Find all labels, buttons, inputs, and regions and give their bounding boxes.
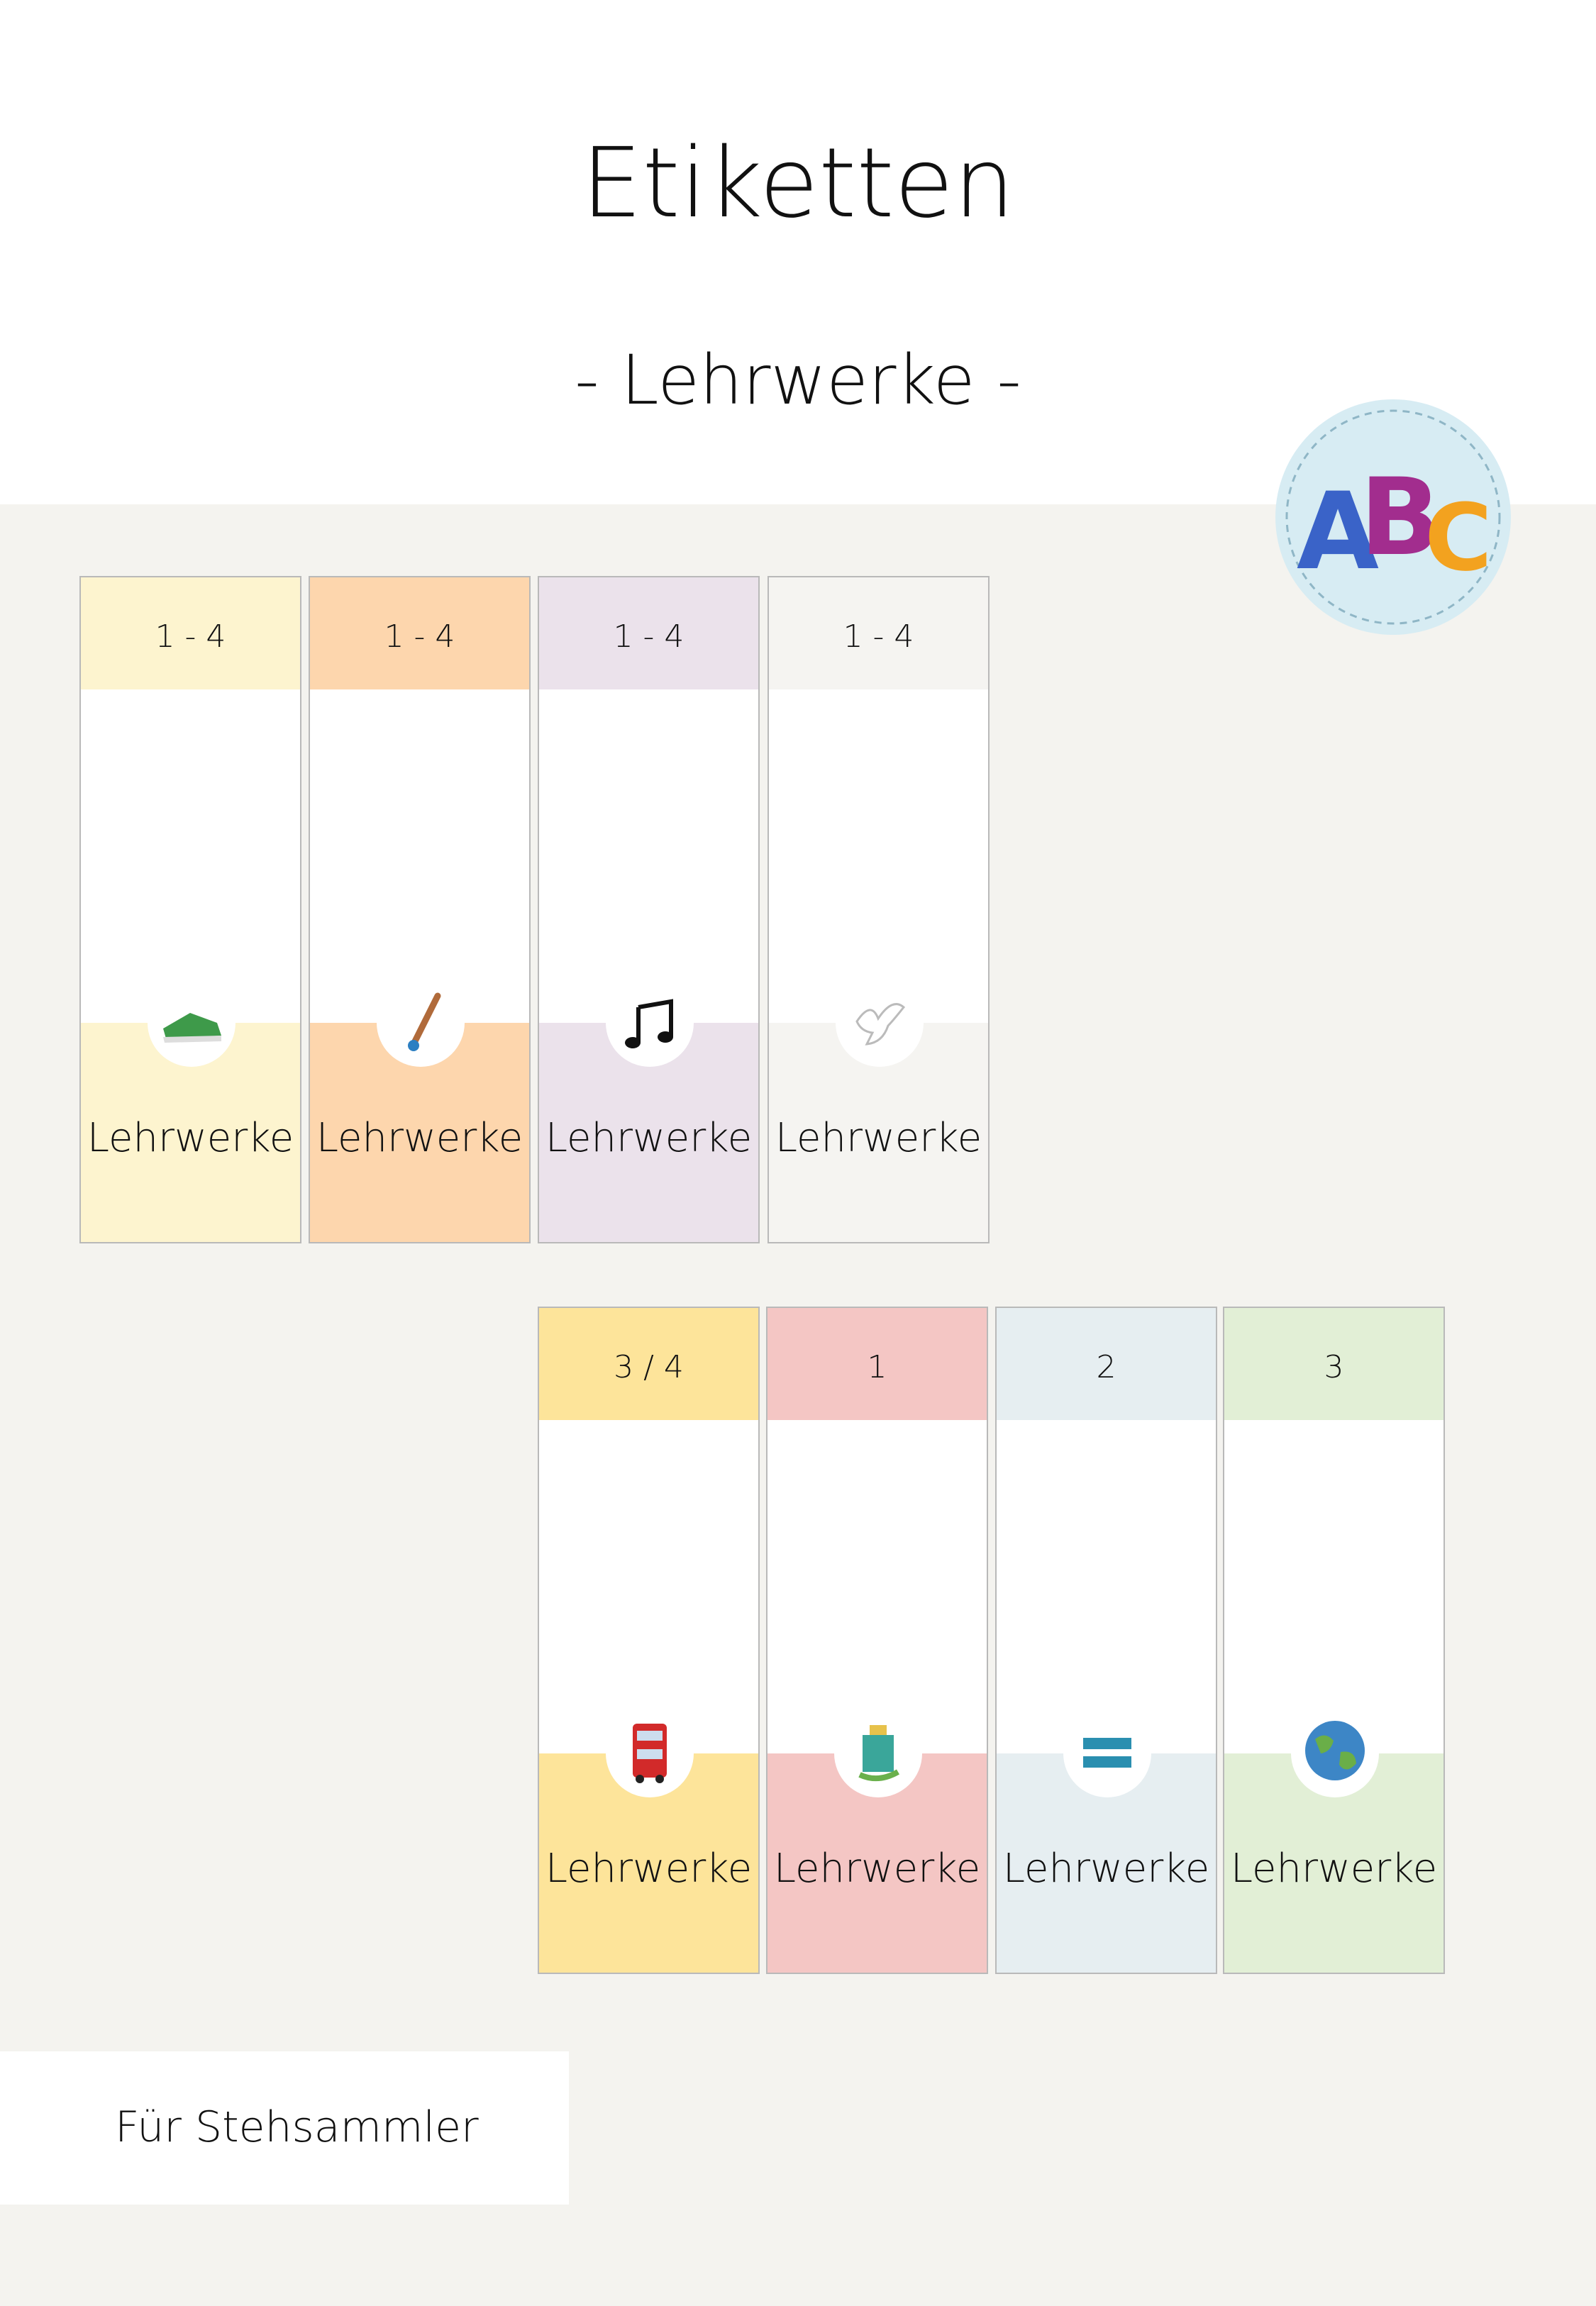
footer-box: Für Stehsammler	[0, 2051, 569, 2205]
label-card: 1 - 4 Lehrwerke	[538, 576, 760, 1243]
label-card: 2 Lehrwerke	[995, 1307, 1217, 1974]
logo-badge: A B C	[1275, 399, 1511, 635]
label-bottom: Lehrwerke	[1230, 1846, 1438, 1892]
icon	[606, 1709, 694, 1797]
icon	[836, 979, 924, 1067]
label-top: 1 - 4	[613, 619, 685, 655]
label-card: 1 - 4 Lehrwerke	[767, 576, 990, 1243]
label-bottom: Lehrwerke	[773, 1846, 981, 1892]
footer-text: Für Stehsammler	[115, 2102, 479, 2152]
label-bottom: Lehrwerke	[87, 1115, 294, 1161]
icon	[1291, 1709, 1379, 1797]
label-card: 1 Lehrwerke	[766, 1307, 988, 1974]
label-bottom: Lehrwerke	[1002, 1846, 1210, 1892]
subtitle: - Lehrwerke -	[575, 340, 1021, 420]
label-bottom: Lehrwerke	[545, 1115, 753, 1161]
label-top: 3 / 4	[614, 1349, 684, 1385]
label-card: 3 Lehrwerke	[1223, 1307, 1445, 1974]
icon	[377, 979, 465, 1067]
label-card: 1 - 4 Lehrwerke	[79, 576, 301, 1243]
label-top: 2	[1096, 1349, 1116, 1385]
label-bottom: Lehrwerke	[316, 1115, 523, 1161]
logo-letter: A	[1297, 470, 1379, 594]
label-bottom: Lehrwerke	[545, 1846, 753, 1892]
label-top: 1 - 4	[155, 619, 226, 655]
label-bottom: Lehrwerke	[775, 1115, 982, 1161]
label-card: 3 / 4 Lehrwerke	[538, 1307, 760, 1974]
title: Etiketten	[581, 128, 1015, 240]
logo-letter: B	[1360, 456, 1441, 580]
label-top: 1 - 4	[384, 619, 455, 655]
label-top: 1	[867, 1349, 887, 1385]
label-top: 1 - 4	[843, 619, 914, 655]
label-card: 1 - 4 Lehrwerke	[309, 576, 531, 1243]
logo-letter: C	[1424, 484, 1492, 592]
label-top: 3	[1324, 1349, 1344, 1385]
icon	[606, 979, 694, 1067]
icon	[1063, 1709, 1151, 1797]
icon	[834, 1709, 922, 1797]
icon	[148, 979, 235, 1067]
